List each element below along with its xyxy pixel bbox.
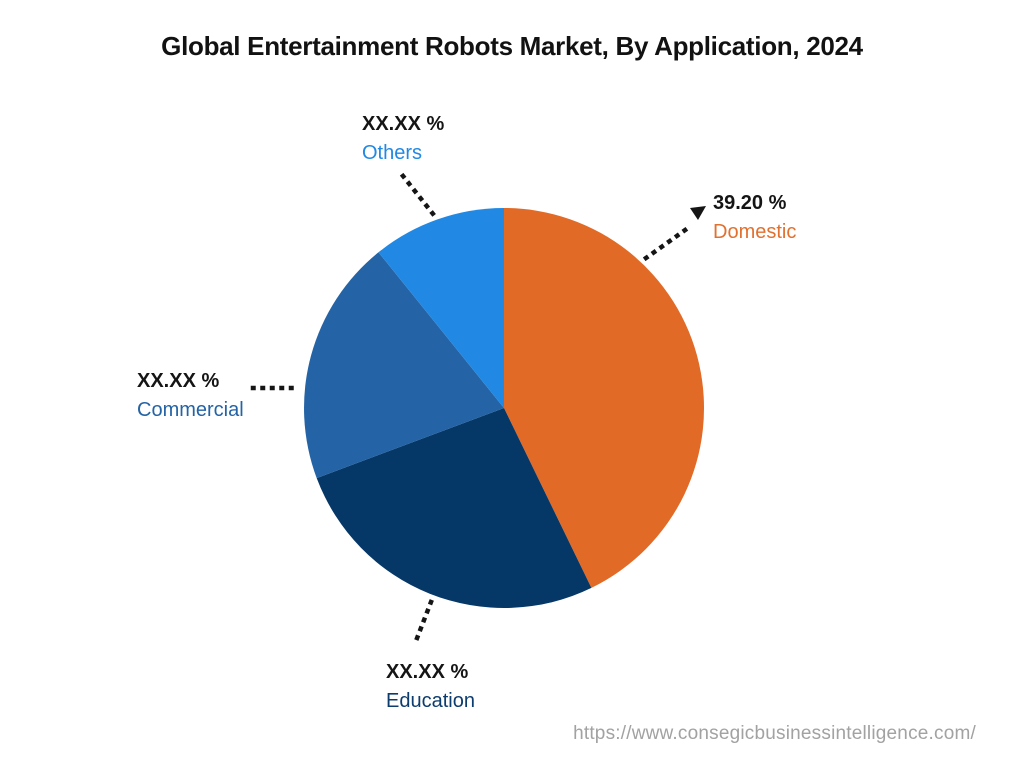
callout-domestic-value: 39.20 %: [713, 192, 787, 214]
callout-commercial-label: Commercial: [137, 399, 244, 421]
callout-education: XX.XX % Education: [386, 660, 475, 714]
pie-slice-others: [378, 208, 504, 408]
callout-arrowhead-domestic: [690, 206, 706, 220]
pie-slice-education: [316, 408, 592, 609]
pie-slice-commercial: [304, 252, 504, 479]
callout-others-value: XX.XX %: [362, 113, 445, 135]
callout-education-label: Education: [386, 690, 475, 712]
callout-domestic-label: Domestic: [713, 221, 797, 243]
callout-education-value: XX.XX %: [386, 661, 469, 683]
chart-title: Global Entertainment Robots Market, By A…: [161, 31, 863, 61]
callout-line-others: [399, 172, 441, 223]
callout-commercial: XX.XX % Commercial: [137, 369, 244, 423]
callout-line-domestic: [642, 224, 692, 262]
callout-others-label: Others: [362, 142, 423, 164]
callout-domestic: 39.20 % Domestic: [713, 191, 796, 245]
pie-slice-domestic: [504, 207, 705, 588]
callout-line-education: [411, 599, 434, 649]
callout-commercial-value: XX.XX %: [137, 370, 220, 392]
source-url: https://www.consegicbusinessintelligence…: [573, 723, 976, 744]
callout-others: XX.XX % Others: [362, 112, 444, 166]
